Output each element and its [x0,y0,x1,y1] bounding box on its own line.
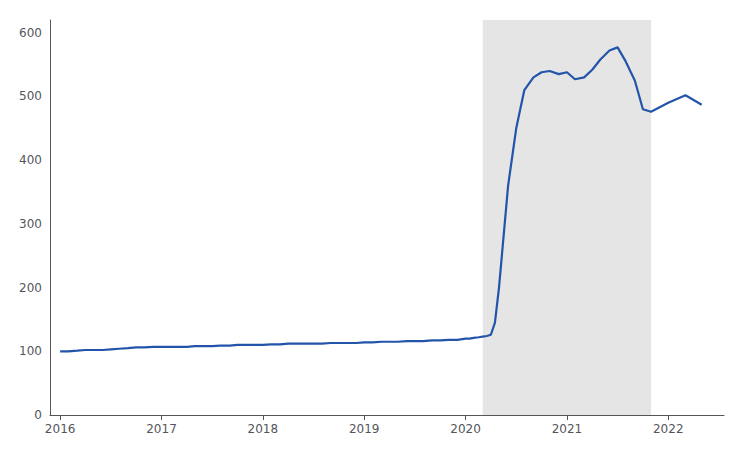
svg-text:2018: 2018 [248,422,279,436]
svg-text:400: 400 [19,153,42,167]
svg-text:2019: 2019 [349,422,380,436]
svg-text:2017: 2017 [146,422,177,436]
svg-text:500: 500 [19,89,42,103]
svg-text:2020: 2020 [450,422,481,436]
svg-text:300: 300 [19,217,42,231]
svg-text:0: 0 [34,408,42,422]
svg-text:600: 600 [19,26,42,40]
svg-text:100: 100 [19,344,42,358]
svg-text:2016: 2016 [45,422,76,436]
svg-text:2021: 2021 [552,422,583,436]
svg-text:200: 200 [19,281,42,295]
svg-text:2022: 2022 [653,422,684,436]
